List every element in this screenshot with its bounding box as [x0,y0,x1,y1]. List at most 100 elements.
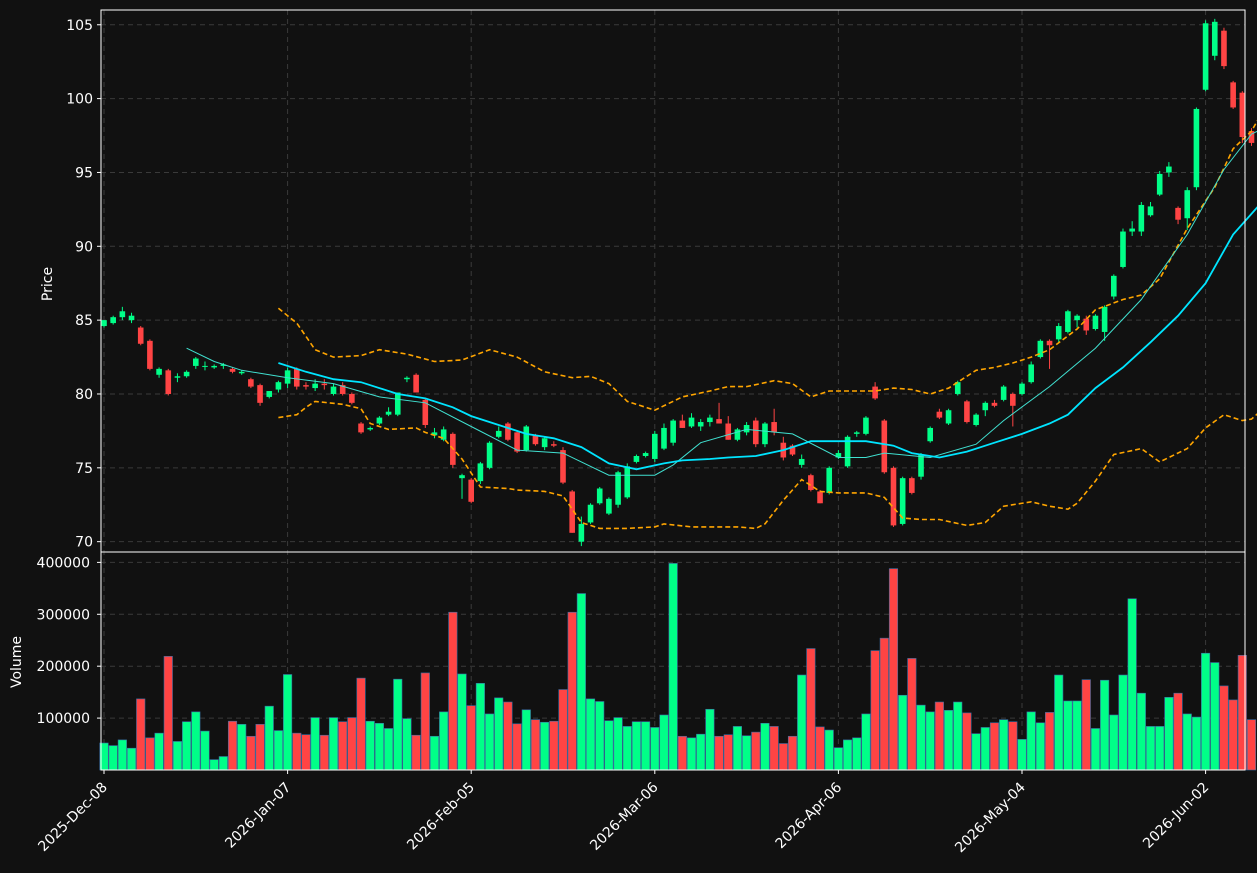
candle-body [1239,92,1246,138]
volume-bar [292,732,302,771]
volume-bar [530,719,541,771]
volume-bar [778,743,788,771]
candle-body [1138,204,1145,232]
candle-body [459,475,465,479]
candle-body [367,427,374,430]
candle-body [1019,383,1025,394]
volume-bar [576,593,586,771]
volume-bar [732,726,742,771]
volume-bar [806,648,816,771]
volume-bar [136,698,146,771]
volume-bar [117,739,127,771]
volume-bar [209,759,219,771]
candle-body [762,423,768,445]
candle-body [165,370,172,394]
volume-bar [1035,722,1045,771]
price-tick-label: 95 [75,165,93,181]
candle-body [284,370,291,384]
volume-bar [384,728,394,771]
volume-bar [1026,711,1036,771]
volume-bar [650,727,660,771]
candle-body [1248,131,1255,143]
candle-body [101,320,107,327]
candle-body [1120,231,1126,267]
price-tick-label: 85 [75,313,93,329]
volume-bar [402,718,412,771]
volume-bar [916,704,926,771]
slow-moving-average-line [278,206,1257,471]
candle-body [798,458,805,465]
candle-body [652,433,658,459]
candle-body [707,417,713,423]
candle-body [495,430,502,437]
candle-body [688,417,695,427]
volume-bar [879,637,889,771]
candle-body [238,371,245,374]
candle-body [183,371,190,377]
candle-body [716,419,722,424]
volume-tick-label: 400000 [37,555,90,571]
candle-body [266,391,273,397]
volume-bar [742,735,752,771]
candle-body [1193,108,1200,188]
candle-body [541,438,548,448]
candle-body [1065,311,1071,332]
candle-body [202,365,208,367]
volume-bar [659,714,669,771]
volume-axis-label: Volume [9,636,25,688]
candle-body [321,383,328,386]
candle-body [587,504,594,523]
candle-body [872,386,878,399]
price-tick-label: 90 [75,239,93,255]
volume-bar [824,729,834,771]
volume-bar [108,745,118,771]
candle-body [330,386,337,394]
volume-bar [1164,697,1174,771]
volume-bar [246,735,256,771]
candle-body [679,420,686,428]
volume-bar [641,721,651,771]
volume-bar [485,713,495,771]
candle-body [1230,82,1236,108]
volume-bar [631,721,641,771]
volume-bar [191,711,201,771]
candle-body [275,382,282,390]
candle-body [193,358,199,366]
volume-bar [686,737,697,771]
volume-bar [494,697,504,771]
candle-body [725,423,732,440]
volume-bar [1100,679,1110,771]
volume-bar [411,734,421,771]
candle-body [257,385,263,403]
volume-bar [1210,662,1220,771]
volume-bar [723,734,733,771]
candle-body [1202,23,1209,90]
lower-band-line [278,400,1257,530]
volume-bar [126,747,137,771]
volume-bar [1109,714,1119,771]
candle-body [422,399,429,425]
candle-body [110,317,116,324]
candle-body [945,410,952,424]
volume-bar [989,722,1000,771]
candle-body [853,432,860,434]
candle-body [1028,364,1034,383]
candle-body [1211,21,1218,56]
volume-bar [870,650,880,771]
volume-bar [429,735,440,771]
volume-bar [200,730,210,771]
candle-body [551,444,557,446]
volume-bar [283,674,293,771]
volume-bar [595,701,605,771]
volume-bar [558,689,568,771]
volume-bar [1044,712,1055,771]
volume-bar [319,734,329,771]
volume-bar [227,720,238,771]
candle-body [954,382,961,394]
candle-body [505,423,511,440]
price-axis-label: Price [40,267,56,301]
candle-body [1101,306,1108,332]
candle-body [596,488,603,504]
candle-body [248,379,254,387]
